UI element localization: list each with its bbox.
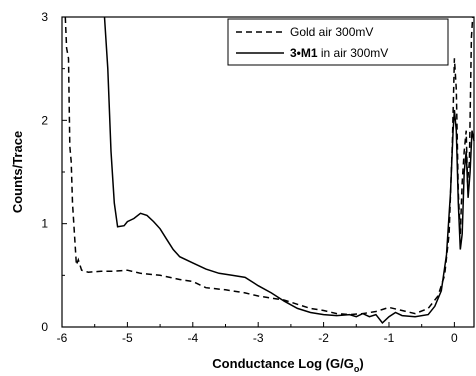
series-line-m1-air <box>103 16 475 325</box>
x-tick-label: -5 <box>122 331 133 345</box>
x-tick-label: 0 <box>451 331 458 345</box>
legend: Gold air 300mV 3•M1 in air 300mV <box>227 18 449 66</box>
x-axis-label-subscript: o <box>354 364 360 374</box>
plot-area: -6 -5 -4 -3 -2 -1 0 0 1 2 3 <box>41 10 475 345</box>
y-tick-label: 3 <box>41 10 48 24</box>
x-tick-label: -3 <box>253 331 264 345</box>
x-tick-label: -2 <box>318 331 329 345</box>
x-axis-label: Conductance Log (G/Go) <box>212 356 363 374</box>
y-tick-label: 1 <box>41 217 48 231</box>
legend-label-m1-bold: 3•M1 <box>290 46 318 60</box>
x-axis-label-close: ) <box>359 356 363 371</box>
legend-box <box>227 18 449 66</box>
series-layer <box>64 16 475 325</box>
y-axis-label: Counts/Trace <box>10 131 25 213</box>
x-axis-label-main: Conductance Log (G/G <box>212 356 354 371</box>
tick-layer: -6 -5 -4 -3 -2 -1 0 0 1 2 3 <box>41 10 458 345</box>
y-tick-label: 2 <box>41 113 48 127</box>
legend-label-m1-rest: in air 300mV <box>318 46 389 60</box>
legend-label-m1: 3•M1 in air 300mV <box>290 46 388 60</box>
x-tick-label: -1 <box>384 331 395 345</box>
x-tick-label: -4 <box>187 331 198 345</box>
x-tick-label: -6 <box>57 331 68 345</box>
y-tick-label: 0 <box>41 320 48 334</box>
legend-label-gold: Gold air 300mV <box>290 25 373 39</box>
